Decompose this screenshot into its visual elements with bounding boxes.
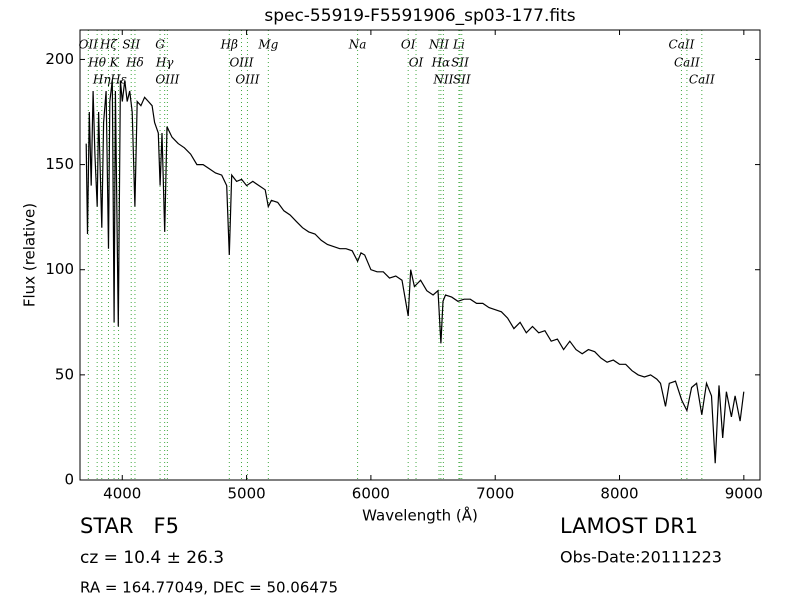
spectral-line-label: NII — [428, 38, 449, 52]
y-tick-label: 0 — [64, 471, 74, 489]
class-text: STAR F5 — [80, 514, 179, 538]
y-tick-label: 150 — [45, 155, 74, 173]
spectral-line-label: Hβ — [220, 38, 238, 52]
x-tick-label: 4000 — [103, 485, 141, 503]
spectral-line-label: Li — [452, 38, 465, 52]
spectral-line-label: SII — [453, 73, 471, 87]
spectral-line-label: CaII — [669, 38, 695, 52]
spectral-line-label: Hθ — [87, 56, 106, 70]
cz-text: cz = 10.4 ± 26.3 — [80, 548, 224, 568]
x-tick-label: 7000 — [476, 485, 514, 503]
spectral-line-label: OI — [401, 38, 416, 52]
spectral-line-label: OI — [409, 56, 424, 70]
spectral-line-label: Hε — [109, 73, 127, 87]
x-axis-label: Wavelength (Å) — [362, 506, 478, 525]
spectral-line-label: Na — [348, 38, 367, 52]
spectral-line-label: OIII — [155, 73, 179, 87]
chart-title: spec-55919-F5591906_sp03-177.fits — [264, 6, 575, 26]
spectral-line-label: G — [155, 38, 165, 52]
spectral-line-label: OII — [79, 38, 99, 52]
y-tick-label: 100 — [45, 260, 74, 278]
plot-frame — [79, 29, 761, 481]
spectral-line-label: OIII — [235, 73, 259, 87]
spectral-line-label: Hα — [431, 56, 451, 70]
x-tick-label: 8000 — [600, 485, 638, 503]
spectral-line-label: K — [109, 56, 120, 70]
spectral-line-label: CaII — [689, 73, 715, 87]
spectral-line-label: Hη — [92, 73, 111, 87]
spectral-line-label: NII — [432, 73, 453, 87]
y-tick-label: 200 — [45, 50, 74, 68]
spectral-line-label: Mg — [257, 38, 278, 52]
spectral-line-label: SII — [451, 56, 469, 70]
x-tick-label: 9000 — [725, 485, 763, 503]
survey-text: LAMOST DR1 — [560, 514, 698, 538]
x-tick-label: 5000 — [227, 485, 265, 503]
date-text: Obs-Date:20111223 — [560, 548, 722, 567]
spectral-line-label: Hζ — [99, 38, 118, 52]
coord-text: RA = 164.77049, DEC = 50.06475 — [80, 579, 338, 597]
spectral-line-label: Hδ — [125, 56, 144, 70]
spectral-line-label: SII — [122, 38, 140, 52]
y-axis-label: Flux (relative) — [21, 203, 39, 307]
spectral-line-label: CaII — [674, 56, 700, 70]
spectral-line-label: OIII — [229, 56, 253, 70]
y-tick-label: 50 — [55, 365, 74, 383]
spectrum-line — [85, 80, 745, 464]
x-tick-label: 6000 — [352, 485, 390, 503]
spectral-line-label: Hγ — [155, 56, 174, 70]
